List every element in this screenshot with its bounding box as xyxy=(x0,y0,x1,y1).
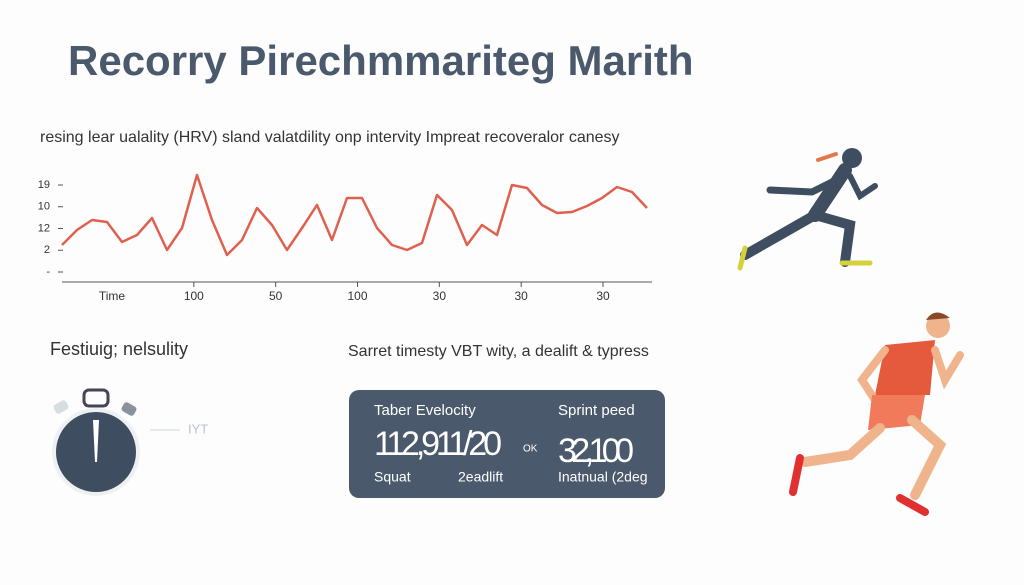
section-heading: Festiuig; nelsulity xyxy=(50,339,188,359)
runner-arm xyxy=(931,346,964,390)
x-tick-label: 30 xyxy=(433,289,447,303)
runner-hair xyxy=(926,312,950,320)
runner-leg xyxy=(810,210,856,267)
y-tick-label: 10 xyxy=(38,201,50,213)
card-label: Taber Evelocity xyxy=(374,402,476,419)
card-mid: OK xyxy=(523,444,538,455)
runner-leg xyxy=(740,210,820,260)
y-tick-label: - xyxy=(46,266,50,278)
runner-arm xyxy=(766,174,844,196)
runner-shirt xyxy=(875,340,935,395)
line-chart: 19 10 12 2 - Time 100 50 100 30 30 30 xyxy=(38,173,652,303)
section-heading: Sarret timesty VBT wity, a dealift & typ… xyxy=(348,343,649,360)
y-tick-label: 19 xyxy=(38,179,50,191)
title: Recorry Pirechmmariteg Marith xyxy=(68,37,694,84)
card-value: 32,100 xyxy=(558,432,634,470)
runner-leg xyxy=(800,423,885,467)
card-foot: 2eadlift xyxy=(458,469,503,485)
chart-subtitle: resing lear ualality (HRV) sland valatdi… xyxy=(40,129,620,146)
runner-shoe xyxy=(896,494,929,516)
note: IYT xyxy=(188,421,208,436)
card-value: 112,911/20 xyxy=(374,425,502,463)
runner-shoe xyxy=(737,245,748,271)
x-tick-label: 30 xyxy=(596,289,610,303)
y-tick-label: 12 xyxy=(38,222,50,234)
stopwatch-hand xyxy=(93,420,99,462)
stopwatch-crown xyxy=(82,388,110,408)
runner-head xyxy=(842,148,862,168)
metric-card: Taber Evelocity Sprint peed 112,911/20 O… xyxy=(349,390,665,498)
card-label: Sprint peed xyxy=(558,402,635,419)
card-foot: Inatnual (2deg xyxy=(558,469,648,485)
x-tick-label: 50 xyxy=(269,289,283,303)
hrv-line xyxy=(61,173,648,257)
runner-dark xyxy=(737,148,878,271)
stopwatch-button xyxy=(121,402,137,416)
runner-arm xyxy=(857,346,889,404)
card-foot: Squat xyxy=(374,469,411,485)
x-tick-label: Time xyxy=(99,289,126,303)
runner-leg xyxy=(907,415,947,500)
runner-arm xyxy=(847,173,878,201)
x-tick-label: 100 xyxy=(184,289,204,303)
runner-hair xyxy=(816,152,838,162)
x-tick-label: 100 xyxy=(347,289,367,303)
stopwatch-button xyxy=(53,400,69,414)
runner-orange xyxy=(789,312,964,516)
card-background xyxy=(349,390,665,498)
x-tick-label: 30 xyxy=(514,289,528,303)
runner-head xyxy=(926,314,950,338)
runner-shoe xyxy=(789,454,804,496)
y-tick-label: 2 xyxy=(44,244,50,256)
stopwatch xyxy=(52,388,180,496)
